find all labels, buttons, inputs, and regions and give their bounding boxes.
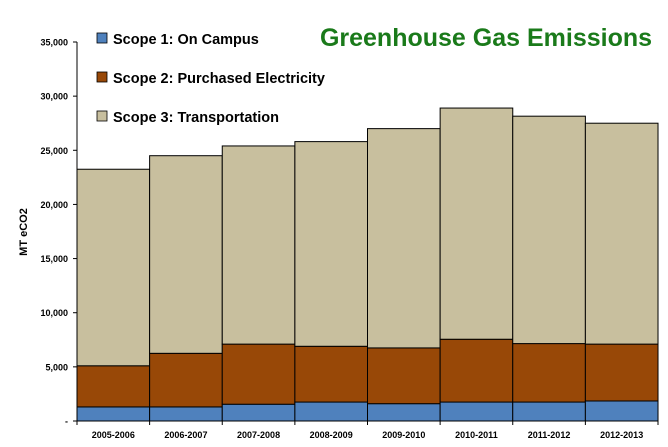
bars-group [76,107,659,422]
y-axis-label: MT eCO2 [18,208,30,256]
x-tick-label: 2011-2012 [528,430,571,440]
chart-title: Greenhouse Gas Emissions [320,24,652,52]
x-tick-label: 2010-2011 [455,430,498,440]
legend-label-scope-1: Scope 1: On Campus [113,32,259,48]
y-tick-label: 30,000 [40,92,68,102]
bar-segment-2010-2011-scope-1 [439,401,514,422]
bar-segment-2009-2010-scope-1 [367,403,441,422]
bar-segment-2007-2008-scope-2 [221,343,296,405]
x-tick-label: 2009-2010 [382,430,425,440]
bar-segment-2007-2008-scope-1 [221,403,296,422]
bar-segment-2006-2007-scope-1 [149,406,223,422]
y-ticks-group: - 5,000 10,000 15,000 20,000 25,000 30,000 35,0… [40,38,77,427]
bar-segment-2012-2013-scope-2 [584,343,659,402]
bar-segment-2011-2012-scope-2 [512,343,586,403]
bar-segment-2011-2012-scope-1 [512,401,586,422]
legend: Scope 1: On Campus Scope 2: Purchased Ele… [96,32,325,126]
bar-segment-2010-2011-scope-2 [439,338,514,403]
bar-segment-2009-2010-scope-3 [367,128,441,349]
bar-segment-2005-2006-scope-2 [76,365,151,408]
bar-segment-2012-2013-scope-3 [584,122,659,345]
bar-segment-2011-2012-scope-3 [512,115,586,345]
bar-segment-2008-2009-scope-1 [294,401,369,422]
legend-swatch-scope-3 [96,110,108,122]
bar-segment-2008-2009-scope-3 [294,141,369,347]
legend-swatch-scope-1 [96,32,108,44]
y-tick-label: 35,000 [40,38,68,48]
y-tick-label: 20,000 [40,200,68,210]
bar-segment-2005-2006-scope-1 [76,406,151,422]
x-tick-label: 2005-2006 [92,430,135,440]
bar-segment-2006-2007-scope-2 [149,352,223,408]
y-tick-label: 25,000 [40,146,68,156]
bar-segment-2005-2006-scope-3 [76,168,151,367]
legend-swatch-scope-2 [96,71,108,83]
x-ticks-group: 2005-2006 2006-2007 2007-2008 2008-2009 2009… [76,421,659,440]
bar-segment-2010-2011-scope-3 [439,107,514,340]
x-tick-label: 2007-2008 [237,430,280,440]
legend-label-scope-3: Scope 3: Transportation [113,110,279,126]
x-tick-label: 2008-2009 [310,430,353,440]
y-tick-label: 15,000 [40,254,68,264]
bar-segment-2007-2008-scope-3 [221,145,296,345]
y-tick-label: - [65,417,68,427]
x-tick-label: 2012-2013 [600,430,643,440]
legend-label-scope-2: Scope 2: Purchased Electricity [113,71,325,87]
y-tick-label: 5,000 [45,362,68,372]
bar-segment-2008-2009-scope-2 [294,345,369,403]
bar-segment-2006-2007-scope-3 [149,155,223,354]
x-tick-label: 2006-2007 [164,430,207,440]
bar-segment-2012-2013-scope-1 [584,400,659,422]
bar-segment-2009-2010-scope-2 [367,347,441,405]
y-tick-label: 10,000 [40,308,68,318]
